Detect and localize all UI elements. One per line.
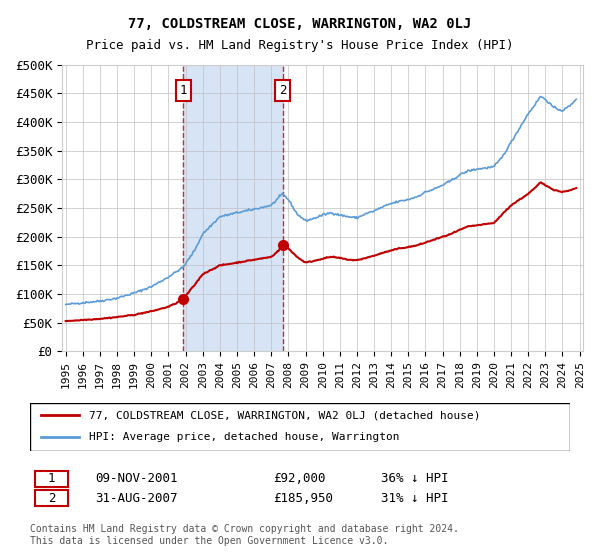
Text: 1: 1 (179, 84, 187, 97)
Text: 2: 2 (279, 84, 286, 97)
Text: HPI: Average price, detached house, Warrington: HPI: Average price, detached house, Warr… (89, 432, 400, 442)
Text: 31-AUG-2007: 31-AUG-2007 (95, 492, 178, 505)
Text: Price paid vs. HM Land Registry's House Price Index (HPI): Price paid vs. HM Land Registry's House … (86, 39, 514, 52)
Text: 2: 2 (48, 492, 55, 505)
Text: 31% ↓ HPI: 31% ↓ HPI (381, 492, 449, 505)
Text: £92,000: £92,000 (273, 472, 325, 485)
FancyBboxPatch shape (35, 470, 68, 487)
Text: 77, COLDSTREAM CLOSE, WARRINGTON, WA2 0LJ (detached house): 77, COLDSTREAM CLOSE, WARRINGTON, WA2 0L… (89, 410, 481, 420)
Text: 1: 1 (48, 472, 55, 485)
Text: 09-NOV-2001: 09-NOV-2001 (95, 472, 178, 485)
Text: 36% ↓ HPI: 36% ↓ HPI (381, 472, 449, 485)
Text: 77, COLDSTREAM CLOSE, WARRINGTON, WA2 0LJ: 77, COLDSTREAM CLOSE, WARRINGTON, WA2 0L… (128, 17, 472, 31)
FancyBboxPatch shape (35, 491, 68, 506)
FancyBboxPatch shape (30, 403, 570, 451)
Text: £185,950: £185,950 (273, 492, 333, 505)
Text: Contains HM Land Registry data © Crown copyright and database right 2024.
This d: Contains HM Land Registry data © Crown c… (30, 524, 459, 546)
Bar (183, 65, 283, 352)
